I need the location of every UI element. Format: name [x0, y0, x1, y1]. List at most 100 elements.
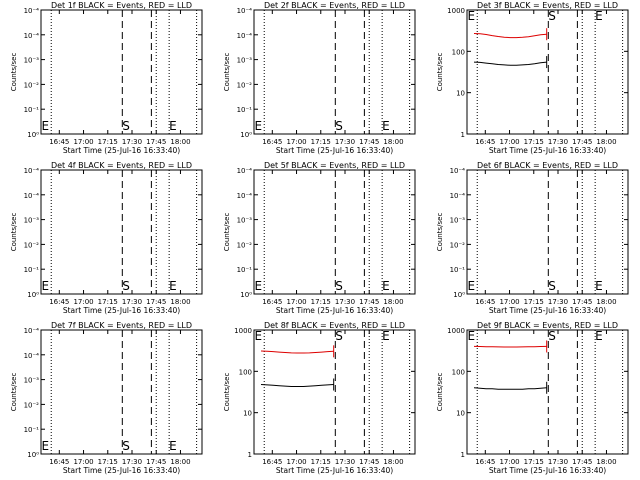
x-tick-label: 17:45: [359, 458, 379, 466]
y-tick-label: 10⁻⁴: [237, 167, 253, 175]
chart-title: Det 1f BLACK = Events, RED = LLD: [51, 1, 192, 10]
y-tick-label: 10⁻⁴: [237, 7, 253, 15]
marker-e: E: [255, 329, 263, 343]
y-tick-label: 10⁻²: [24, 81, 40, 89]
y-tick-label: 10⁻¹: [237, 266, 253, 274]
y-tick-label: 10⁻²: [237, 81, 253, 89]
y-tick-label: 100: [239, 368, 252, 376]
marker-e: E: [382, 119, 390, 133]
y-tick-label: 1000: [234, 327, 252, 335]
plot-frame: [40, 329, 203, 455]
chart-panel-3: Det 3f BLACK = Events, RED = LLD 1 10 100 10…: [436, 1, 629, 155]
y-tick-label: 10⁰: [27, 291, 39, 299]
y-axis-label: Counts/sec: [436, 213, 444, 252]
x-tick-label: 16:45: [262, 138, 282, 146]
x-tick-label: 17:30: [335, 138, 355, 146]
y-axis-label: Counts/sec: [10, 213, 18, 252]
x-tick-label: 17:15: [524, 298, 544, 306]
y-axis-label: Counts/sec: [436, 373, 444, 412]
x-tick-label: 17:30: [122, 138, 142, 146]
x-tick-label: 17:30: [122, 458, 142, 466]
y-tick-label: 10: [243, 410, 252, 418]
x-tick-label: 17:45: [572, 458, 592, 466]
x-tick-label: 16:45: [262, 298, 282, 306]
marker-s: S: [122, 279, 130, 293]
x-tick-label: 17:45: [359, 298, 379, 306]
marker-e: E: [255, 279, 263, 293]
y-tick-label: 10⁻²: [237, 241, 253, 249]
y-tick-label: 10⁻³: [24, 377, 40, 385]
plot-frame: [466, 169, 629, 295]
x-tick-label: 17:00: [286, 458, 306, 466]
x-tick-label: 17:45: [572, 138, 592, 146]
x-tick-label: 18:00: [596, 138, 616, 146]
y-tick-label: 10⁰: [240, 131, 252, 139]
y-tick-label: 10⁰: [240, 291, 252, 299]
y-tick-label: 10⁻⁴: [24, 32, 40, 40]
y-tick-label: 10⁻²: [450, 241, 466, 249]
chart-title: Det 2f BLACK = Events, RED = LLD: [264, 1, 405, 10]
y-tick-label: 10⁻¹: [24, 266, 40, 274]
x-axis-label: Start Time (25-Jul-16 16:33:40): [489, 466, 606, 475]
chart-panel-6: Det 6f BLACK = Events, RED = LLD 10⁰ 10⁻¹ 1…: [436, 161, 629, 315]
x-tick-label: 18:00: [596, 458, 616, 466]
series-line-1: [473, 387, 547, 390]
x-tick-label: 17:15: [311, 298, 331, 306]
x-tick-label: 17:30: [335, 298, 355, 306]
y-tick-label: 10⁰: [27, 131, 39, 139]
plot-frame: [253, 329, 416, 455]
x-axis-label: Start Time (25-Jul-16 16:33:40): [276, 306, 393, 315]
plot-frame: [40, 9, 203, 135]
y-tick-label: 10⁰: [453, 291, 465, 299]
x-tick-label: 17:15: [524, 458, 544, 466]
y-tick-label: 10⁻⁴: [237, 192, 253, 200]
y-tick-label: 10⁻²: [24, 241, 40, 249]
marker-e: E: [595, 9, 603, 23]
y-tick-label: 100: [452, 48, 465, 56]
x-tick-label: 16:45: [49, 298, 69, 306]
series-line-1: [260, 384, 334, 387]
y-tick-label: 10: [456, 410, 465, 418]
x-tick-label: 17:00: [73, 138, 93, 146]
x-tick-label: 17:00: [73, 298, 93, 306]
marker-e: E: [255, 119, 263, 133]
y-tick-label: 10⁻⁴: [24, 7, 40, 15]
x-axis-label: Start Time (25-Jul-16 16:33:40): [63, 146, 180, 155]
plot-frame: [40, 169, 203, 295]
y-tick-label: 10⁻⁴: [24, 192, 40, 200]
y-tick-label: 10⁻⁴: [24, 352, 40, 360]
x-axis-label: Start Time (25-Jul-16 16:33:40): [276, 146, 393, 155]
x-tick-label: 17:15: [524, 138, 544, 146]
y-tick-label: 10⁻³: [24, 57, 40, 65]
y-tick-label: 10⁻²: [24, 401, 40, 409]
x-tick-label: 17:45: [146, 298, 166, 306]
series-line-1: [473, 61, 547, 66]
series-line-0: [473, 345, 547, 348]
chart-panel-8: Det 8f BLACK = Events, RED = LLD 1 10 100 10…: [223, 321, 416, 475]
x-tick-label: 16:45: [475, 298, 495, 306]
chart-panel-2: Det 2f BLACK = Events, RED = LLD 10⁰ 10⁻¹ 1…: [223, 1, 416, 155]
x-tick-label: 17:00: [499, 138, 519, 146]
x-tick-label: 17:45: [572, 298, 592, 306]
plot-frame: [466, 329, 629, 455]
marker-s: S: [548, 9, 556, 23]
x-tick-label: 18:00: [170, 458, 190, 466]
y-tick-label: 10⁻³: [237, 217, 253, 225]
y-axis-label: Counts/sec: [436, 53, 444, 92]
x-tick-label: 17:00: [499, 458, 519, 466]
y-tick-label: 100: [452, 368, 465, 376]
chart-panel-5: Det 5f BLACK = Events, RED = LLD 10⁰ 10⁻¹ 1…: [223, 161, 416, 315]
y-axis-label: Counts/sec: [10, 53, 18, 92]
x-tick-label: 17:45: [146, 138, 166, 146]
marker-e: E: [595, 279, 603, 293]
chart-panel-1: Det 1f BLACK = Events, RED = LLD 10⁰ 10⁻¹ 1…: [10, 1, 203, 155]
chart-title: Det 5f BLACK = Events, RED = LLD: [264, 161, 405, 170]
marker-s: S: [548, 279, 556, 293]
marker-e: E: [468, 9, 476, 23]
chart-title: Det 3f BLACK = Events, RED = LLD: [477, 1, 618, 10]
y-axis-label: Counts/sec: [223, 373, 231, 412]
y-tick-label: 10⁻¹: [24, 426, 40, 434]
x-tick-label: 16:45: [475, 458, 495, 466]
x-tick-label: 17:45: [359, 138, 379, 146]
